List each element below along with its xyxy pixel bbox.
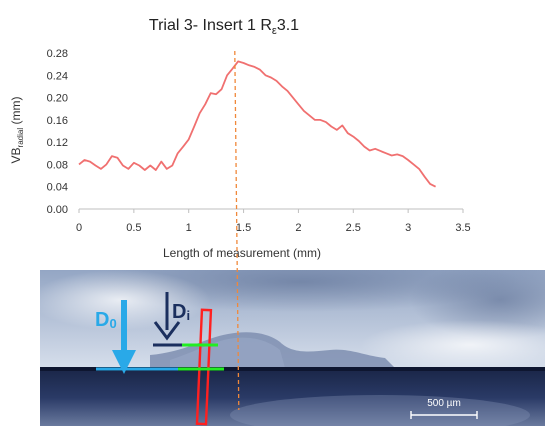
y-axis-label: VBradial (mm) bbox=[9, 97, 25, 164]
y-tick-label: 0.12 bbox=[47, 137, 68, 149]
y-tick-label: 0.16 bbox=[47, 115, 68, 127]
microscope-image bbox=[40, 270, 545, 426]
title-suffix: 3.1 bbox=[277, 17, 299, 34]
y-tick-label: 0.24 bbox=[47, 70, 68, 82]
y-tick-label: 0.08 bbox=[47, 159, 68, 171]
y-axis-ticks: 0.00 0.04 0.08 0.12 0.16 0.20 0.24 0.28 bbox=[47, 48, 68, 216]
x-tick-label: 2 bbox=[295, 222, 301, 234]
title-prefix: Trial 3- Insert 1 R bbox=[149, 17, 272, 34]
x-tick-label: 2.5 bbox=[346, 222, 361, 234]
chart-title: Trial 3- Insert 1 Rε3.1 bbox=[149, 17, 299, 37]
title-subscript: ε bbox=[272, 25, 277, 37]
x-tick-label: 1.5 bbox=[236, 222, 251, 234]
ylabel-main: VB bbox=[9, 147, 23, 163]
series-line bbox=[78, 60, 437, 188]
d0-label: D0 bbox=[95, 309, 117, 331]
x-tick-label: 0 bbox=[76, 222, 82, 234]
y-tick-label: 0.00 bbox=[47, 204, 68, 216]
y-tick-label: 0.20 bbox=[47, 93, 68, 105]
x-axis-ticks: 0 0.5 1 1.5 2 2.5 3 3.5 bbox=[76, 209, 471, 234]
x-tick-label: 3.5 bbox=[455, 222, 470, 234]
x-axis-label: Length of measurement (mm) bbox=[163, 246, 321, 260]
image-annotations: D0 Di 500 µm bbox=[95, 292, 478, 426]
x-tick-label: 0.5 bbox=[126, 222, 141, 234]
di-arrow bbox=[153, 292, 181, 341]
peak-marker-line bbox=[234, 50, 240, 411]
y-tick-label: 0.04 bbox=[47, 182, 68, 194]
x-tick-label: 3 bbox=[405, 222, 411, 234]
ylabel-sub: radial bbox=[16, 128, 25, 148]
di-label: Di bbox=[172, 301, 190, 323]
scale-bar-label: 500 µm bbox=[427, 398, 461, 409]
scale-bar: 500 µm bbox=[410, 398, 478, 419]
red-measurement-box bbox=[195, 308, 213, 426]
x-tick-label: 1 bbox=[186, 222, 192, 234]
ylabel-unit: (mm) bbox=[9, 97, 23, 128]
y-tick-label: 0.28 bbox=[47, 48, 68, 60]
